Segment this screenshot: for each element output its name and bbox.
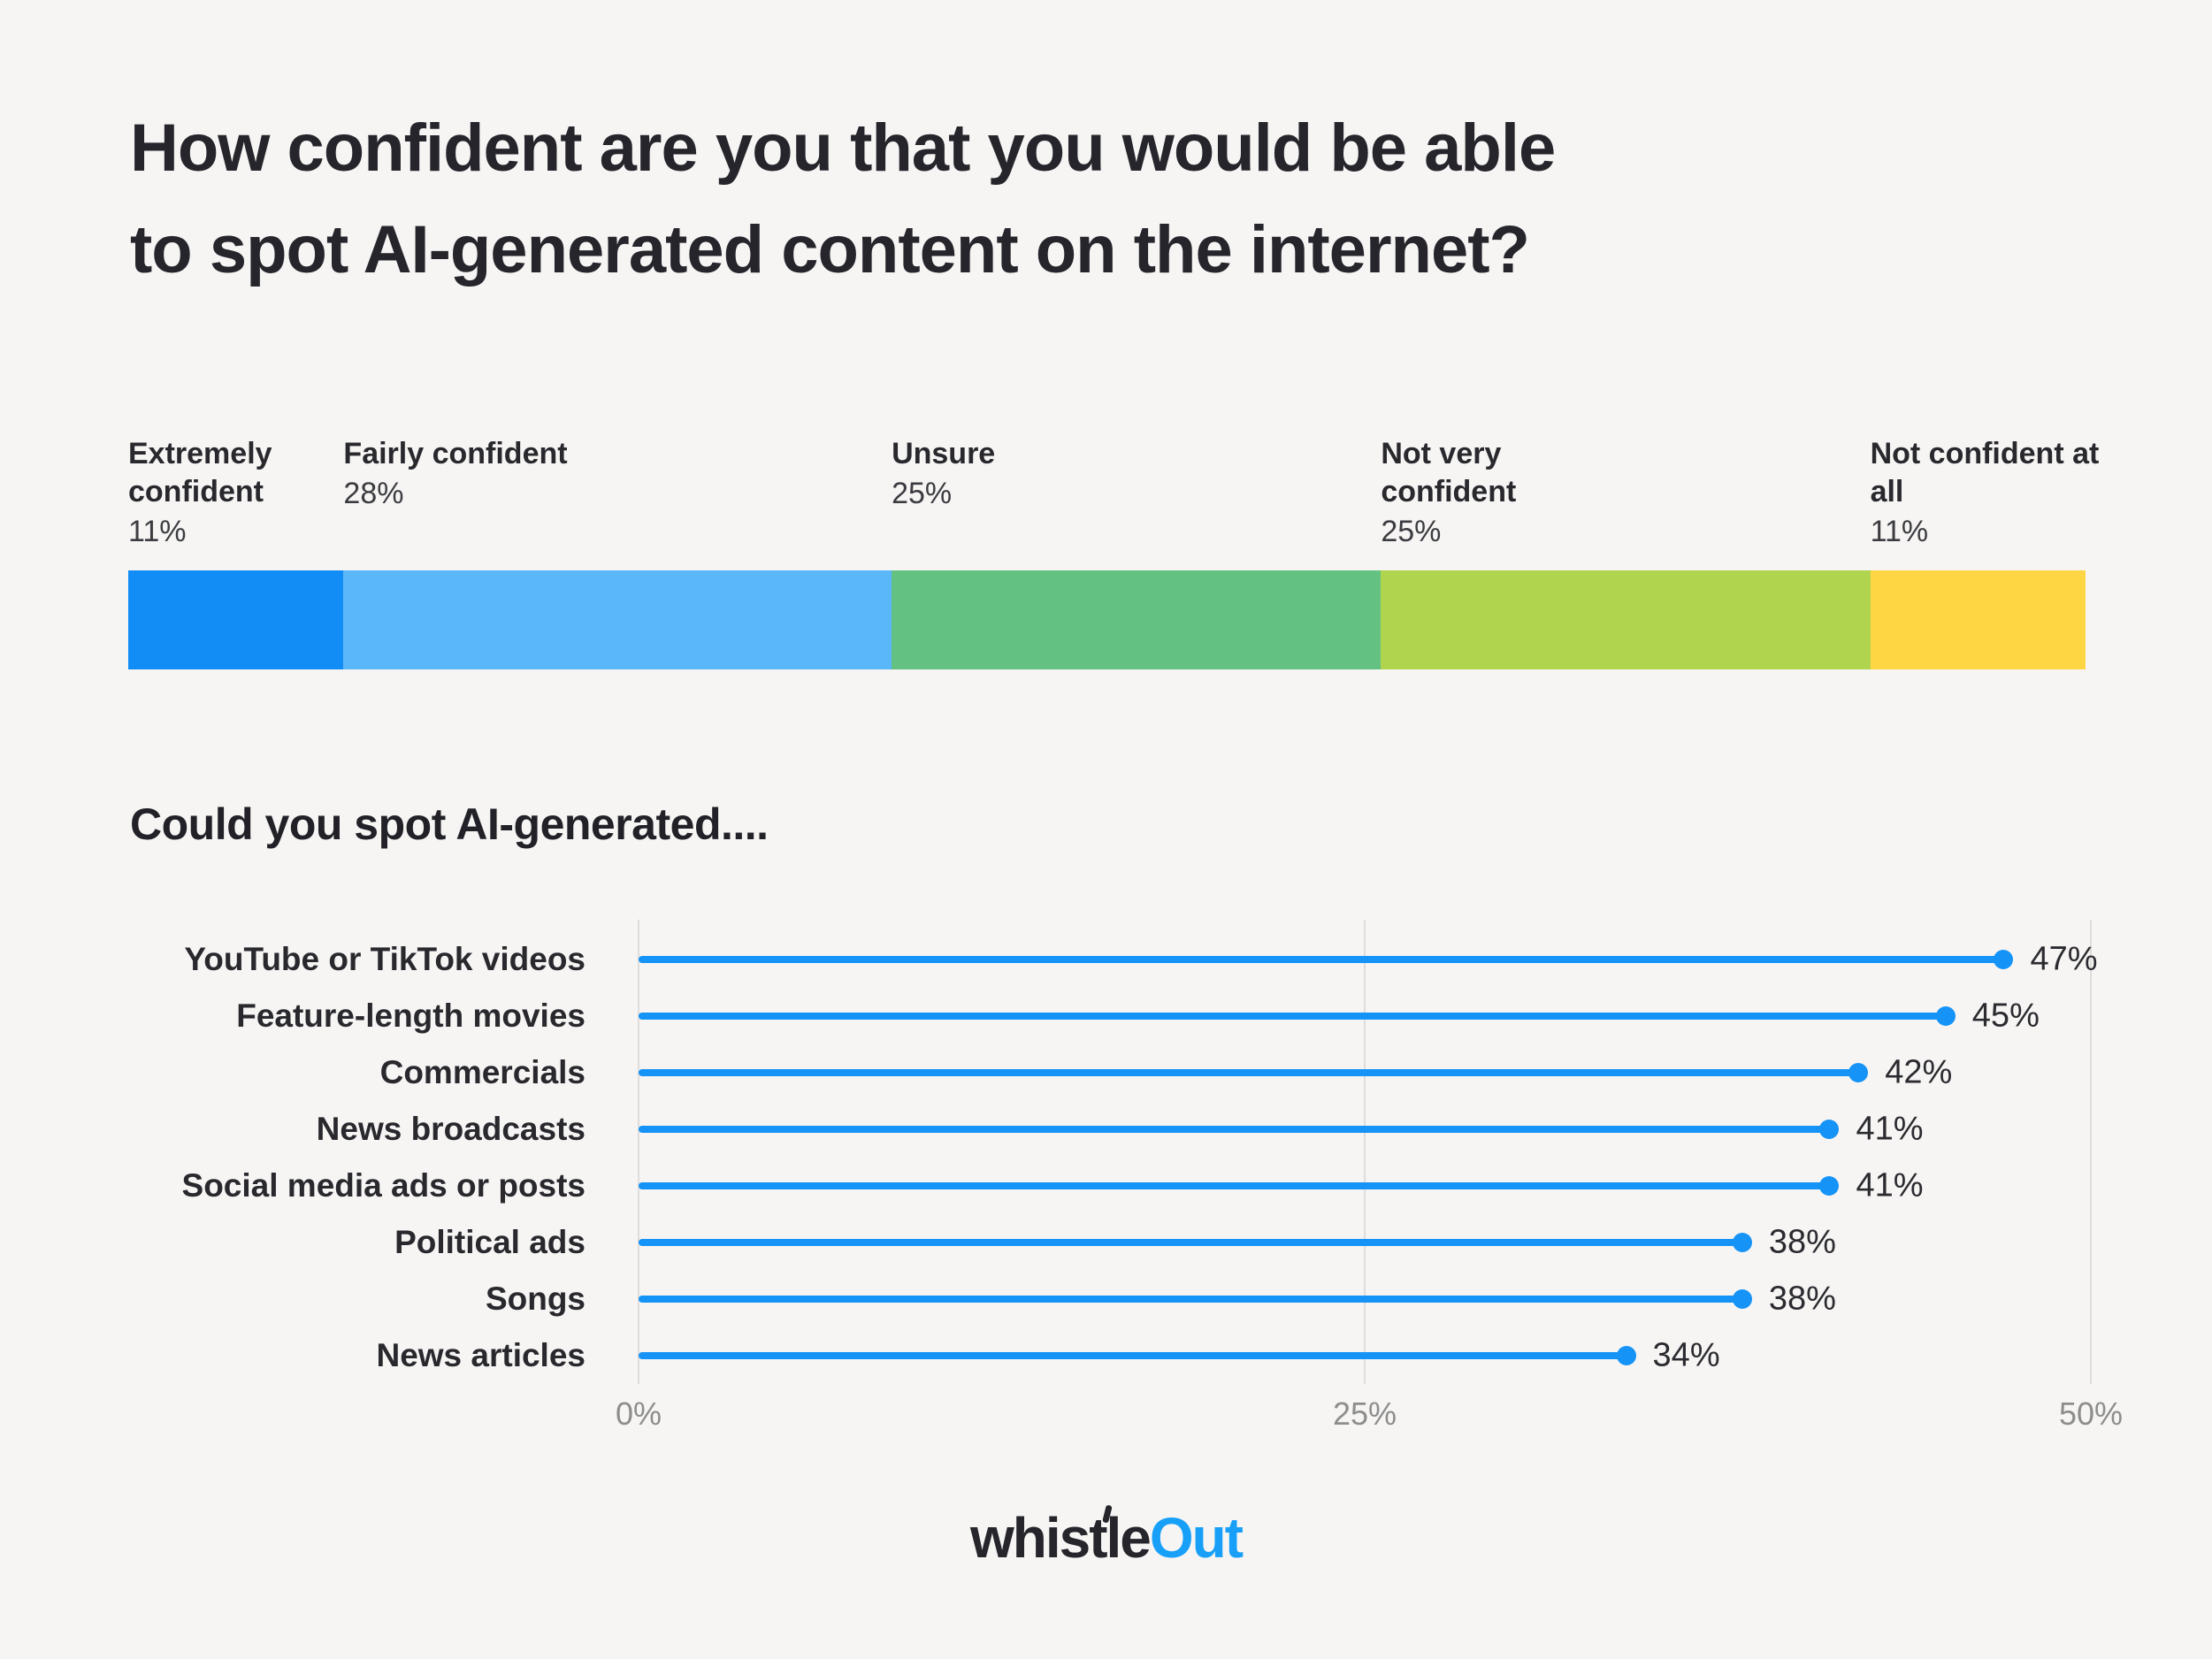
row-line: [639, 1182, 1830, 1189]
row-line: [639, 1352, 1626, 1359]
gridline: [1364, 920, 1366, 1384]
stacked-bar-segment: [128, 570, 344, 669]
segment-label-text: Not confident at all: [1870, 437, 2100, 508]
page-title-line-1: How confident are you that you would be …: [130, 111, 1556, 186]
row-value: 47%: [2030, 940, 2098, 978]
x-axis-tick-label: 25%: [1332, 1395, 1397, 1432]
row-value: 41%: [1856, 1110, 1924, 1148]
row-dot: [1935, 1006, 1956, 1026]
gridline: [2090, 920, 2092, 1384]
x-axis: 0% 25% 50%: [616, 1395, 2123, 1436]
segment-label-text: Extremely confident: [128, 437, 272, 508]
row-label: News articles: [376, 1337, 586, 1373]
x-axis-tick-label: 0%: [615, 1395, 662, 1432]
row-value: 45%: [1971, 997, 2040, 1035]
stacked-bar-segment-label: Not confident at all 11%: [1871, 435, 2111, 551]
row-label: Commercials: [379, 1054, 586, 1090]
segment-label-text: Fairly confident: [343, 437, 568, 470]
x-axis-tick-label: 50%: [2058, 1395, 2124, 1432]
stacked-bar: [128, 570, 2086, 669]
section-title: Could you spot AI-generated....: [130, 799, 769, 849]
stacked-bar-segment: [1870, 570, 2086, 669]
segment-label-value: 11%: [1870, 515, 1929, 548]
row-line: [639, 956, 2004, 963]
lollipop-rows: YouTube or TikTok videos 47% Feature-lengt…: [182, 931, 2098, 1384]
segment-label-text: Not very confident: [1381, 437, 1517, 508]
row-value: 34%: [1652, 1336, 1720, 1374]
row-value: 41%: [1856, 1166, 1924, 1204]
row-dot: [1819, 1120, 1840, 1139]
lollipop-grid: [638, 920, 2092, 1384]
page-title-line-2: to spot AI-generated content on the inte…: [130, 212, 1530, 287]
row-dot: [1616, 1346, 1636, 1365]
row-dot: [1732, 1233, 1752, 1252]
whistleout-logo: whistleOut: [969, 1504, 1244, 1571]
row-line: [639, 1239, 1742, 1246]
logo-text-out: Out: [1149, 1506, 1244, 1570]
row-label: Songs: [485, 1281, 586, 1317]
segment-label-value: 11%: [128, 515, 187, 548]
row-line: [639, 1069, 1859, 1076]
row-label: Feature-length movies: [236, 998, 586, 1034]
segment-label-value: 28%: [343, 477, 404, 510]
row-dot: [1994, 950, 2014, 969]
stacked-bar-segment-label: Fairly confident 28%: [343, 435, 584, 513]
row-label: Political ads: [394, 1224, 586, 1260]
row-line: [639, 1126, 1830, 1133]
segment-label-value: 25%: [892, 477, 953, 510]
logo-text-whistle: whistle: [969, 1506, 1152, 1570]
stacked-bar-segment: [892, 570, 1382, 669]
row-value: 42%: [1885, 1053, 1953, 1091]
row-line: [639, 1296, 1742, 1303]
stacked-bar-segment-label: Not very confident 25%: [1381, 435, 1621, 551]
segment-label-value: 25%: [1381, 515, 1442, 548]
stacked-bar-segment: [343, 570, 892, 669]
row-value: 38%: [1768, 1223, 1836, 1261]
row-line: [639, 1013, 1946, 1020]
stacked-bar-segment: [1381, 570, 1871, 669]
stacked-bar-segment-label: Unsure 25%: [892, 435, 1132, 513]
row-dot: [1848, 1063, 1869, 1082]
row-dot: [1819, 1176, 1840, 1196]
row-label: YouTube or TikTok videos: [184, 941, 586, 977]
segment-label-text: Unsure: [892, 437, 996, 470]
page-title: How confident are you that you would be …: [130, 97, 2129, 301]
stacked-bar-labels: Extremely confident 11% Fairly confident 28…: [128, 435, 2099, 568]
row-label: Social media ads or posts: [181, 1167, 586, 1204]
stacked-bar-segment-label: Extremely confident 11%: [128, 435, 369, 551]
row-dot: [1732, 1289, 1752, 1309]
row-value: 38%: [1768, 1280, 1836, 1318]
row-label: News broadcasts: [316, 1111, 586, 1147]
gridline: [638, 920, 639, 1384]
